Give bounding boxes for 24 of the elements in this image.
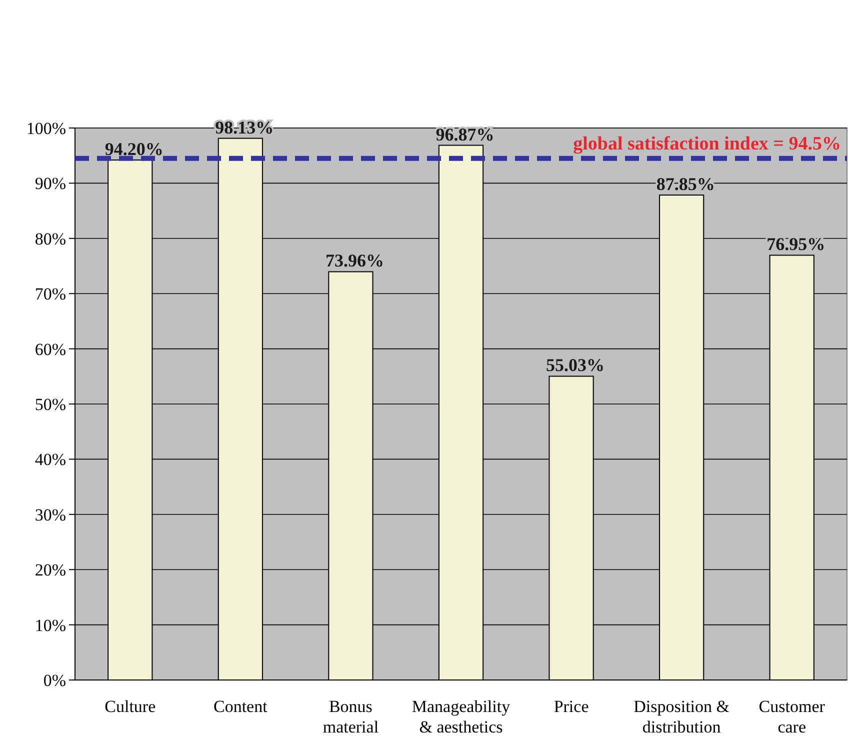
data-label: 55.03% [546,355,605,376]
y-tick-label: 100% [26,118,66,138]
x-tick-label: Manageability & aesthetics [412,697,511,736]
y-tick-label: 50% [34,394,66,414]
data-label: 73.96% [325,250,384,271]
y-tick-label: 60% [34,340,66,359]
y-tick-label: 30% [34,505,66,524]
y-tick-label: 80% [34,229,66,248]
x-tick-label: Disposition & distribution [634,697,730,736]
y-tick-label: 20% [34,560,66,580]
y-tick-label: 70% [34,284,66,304]
data-label: 76.95% [766,234,826,254]
ref-line-label: global satisfaction index = 94.5% [573,133,841,154]
x-tick-label: Price [554,697,589,716]
x-tick-label: Content [214,697,268,716]
y-tick-label: 90% [34,174,66,194]
x-tick-label: Culture [104,697,156,716]
y-tick-label: 40% [34,450,66,470]
y-tick-label: 0% [43,670,66,690]
data-label: 94.20% [104,139,164,160]
y-tick-label: 10% [34,616,66,635]
x-tick-label: Bonus material [322,697,379,736]
data-label: 96.87% [436,124,494,144]
x-tick-label: Customer care [758,697,826,736]
